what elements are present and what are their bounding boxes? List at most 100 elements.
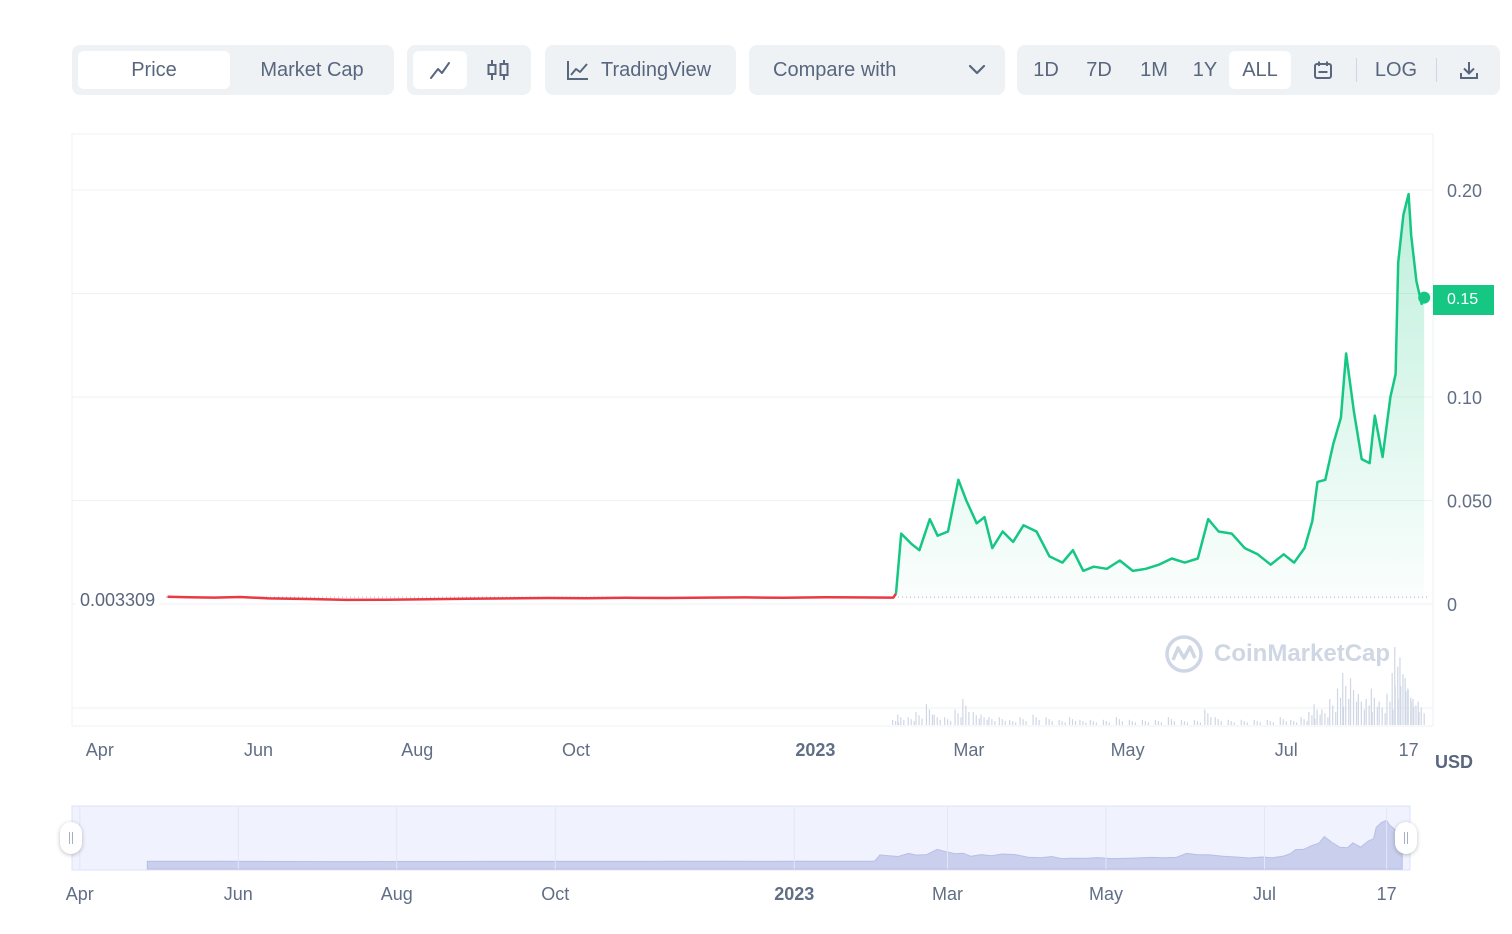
- volume-bar: [1214, 717, 1216, 725]
- navigator-tick-label: Oct: [541, 884, 569, 904]
- volume-bar: [1311, 715, 1313, 725]
- volume-bar: [1321, 709, 1323, 725]
- volume-bar: [898, 722, 900, 725]
- volume-bar: [1420, 707, 1422, 725]
- volume-bar: [915, 712, 917, 725]
- chart-frame: [71, 133, 1434, 727]
- volume-bar: [1253, 719, 1255, 725]
- x-tick-label: Jul: [1275, 740, 1298, 760]
- navigator-right-handle[interactable]: [1395, 822, 1417, 854]
- volume-bar: [1339, 697, 1342, 725]
- volume-bar: [1327, 717, 1329, 725]
- y-tick-label: 0: [1447, 595, 1457, 615]
- volume-bar: [998, 717, 1000, 725]
- volume-bar: [954, 709, 956, 725]
- y-tick-label: 0.20: [1447, 181, 1482, 201]
- calendar-button[interactable]: [1303, 51, 1343, 89]
- volume-bar: [1061, 721, 1063, 725]
- volume-bar: [986, 719, 988, 725]
- volume-bar: [1183, 721, 1186, 725]
- line-chart-button[interactable]: [413, 51, 467, 89]
- volume-bar: [1376, 706, 1378, 725]
- volume-bar: [960, 717, 962, 725]
- volume-bar: [957, 713, 959, 725]
- price-line-above-baseline: [894, 192, 1426, 594]
- volume-bar: [1357, 693, 1359, 725]
- chevron-down-icon: [968, 64, 986, 75]
- range-1m[interactable]: 1M: [1140, 59, 1168, 81]
- candlestick-icon: [487, 60, 509, 80]
- currency-label: USD: [1435, 752, 1474, 772]
- navigator-left-handle[interactable]: [60, 822, 82, 854]
- volume-bar: [1001, 719, 1003, 725]
- volume-bar: [1243, 721, 1245, 725]
- navigator-tick-label: Jun: [224, 884, 253, 904]
- volume-bar: [1131, 721, 1133, 725]
- volume-bar: [991, 719, 993, 725]
- volume-bar: [975, 715, 977, 725]
- volume-bar: [1102, 719, 1104, 725]
- watermark-text: CoinMarketCap: [1214, 640, 1391, 667]
- volume-bar: [1308, 712, 1310, 725]
- volume-bar: [1207, 713, 1209, 725]
- volume-bar: [1349, 678, 1352, 725]
- compare-with-dropdown[interactable]: Compare with: [749, 45, 1005, 95]
- volume-bar: [1373, 697, 1375, 725]
- chart-toolbar: Price Market Cap TradingView Compare wit…: [72, 45, 1502, 97]
- volume-bar: [1051, 721, 1053, 725]
- volume-bar: [1400, 686, 1402, 725]
- volume-bar: [1233, 722, 1235, 725]
- tradingview-chart-icon: [567, 61, 588, 80]
- volume-bar: [1074, 721, 1077, 725]
- volume-bar: [1342, 706, 1345, 725]
- volume-bar: [921, 718, 923, 725]
- volume-bar: [1303, 719, 1305, 725]
- volume-bar: [1147, 722, 1149, 725]
- volume-bar: [1134, 722, 1136, 725]
- volume-bar: [947, 719, 949, 725]
- range-1y[interactable]: 1Y: [1192, 59, 1218, 81]
- volume-bar: [1345, 686, 1347, 725]
- volume-bar: [965, 705, 967, 725]
- volume-bar: [1204, 709, 1206, 725]
- coinmarketcap-watermark: CoinMarketCap: [1164, 634, 1390, 674]
- volume-bar: [1389, 701, 1391, 725]
- tab-price[interactable]: Price: [78, 51, 230, 89]
- volume-bar: [1272, 722, 1274, 725]
- range-7d[interactable]: 7D: [1086, 59, 1112, 81]
- volume-bar: [1157, 721, 1159, 725]
- volume-bar: [1022, 719, 1024, 725]
- volume-bar: [1335, 712, 1337, 725]
- volume-bar: [907, 717, 909, 725]
- coinmarketcap-logo-icon: [1165, 635, 1203, 673]
- start-price-label: 0.003309: [76, 590, 160, 611]
- log-scale-toggle[interactable]: LOG: [1374, 59, 1418, 81]
- tradingview-button[interactable]: TradingView: [545, 45, 736, 95]
- range-all[interactable]: ALL: [1229, 51, 1291, 89]
- volume-bar: [978, 718, 980, 725]
- navigator-tick-label: Mar: [932, 884, 963, 904]
- chart-type-tabs: Price Market Cap: [72, 45, 394, 95]
- volume-bar: [1348, 699, 1350, 725]
- volume-bar: [1160, 722, 1162, 725]
- volume-bar: [1352, 689, 1355, 725]
- volume-bar: [1082, 721, 1084, 725]
- volume-bar: [1282, 719, 1284, 725]
- volume-bar: [1032, 714, 1034, 725]
- volume-bar: [1186, 722, 1189, 725]
- volume-bar: [918, 715, 920, 725]
- download-button[interactable]: [1449, 51, 1489, 89]
- volume-bar: [1085, 722, 1087, 725]
- volume-bar: [903, 719, 905, 725]
- volume-bar: [1128, 719, 1130, 725]
- tradingview-label: TradingView: [601, 59, 712, 81]
- volume-bar: [1154, 719, 1156, 725]
- navigator-tick-label: 2023: [774, 884, 814, 904]
- volume-bar: [1316, 709, 1318, 725]
- tab-market-cap[interactable]: Market Cap: [260, 59, 364, 81]
- candlestick-button[interactable]: [471, 51, 525, 89]
- volume-bar: [933, 714, 935, 725]
- range-1d[interactable]: 1D: [1033, 59, 1059, 81]
- volume-bar: [1045, 717, 1047, 725]
